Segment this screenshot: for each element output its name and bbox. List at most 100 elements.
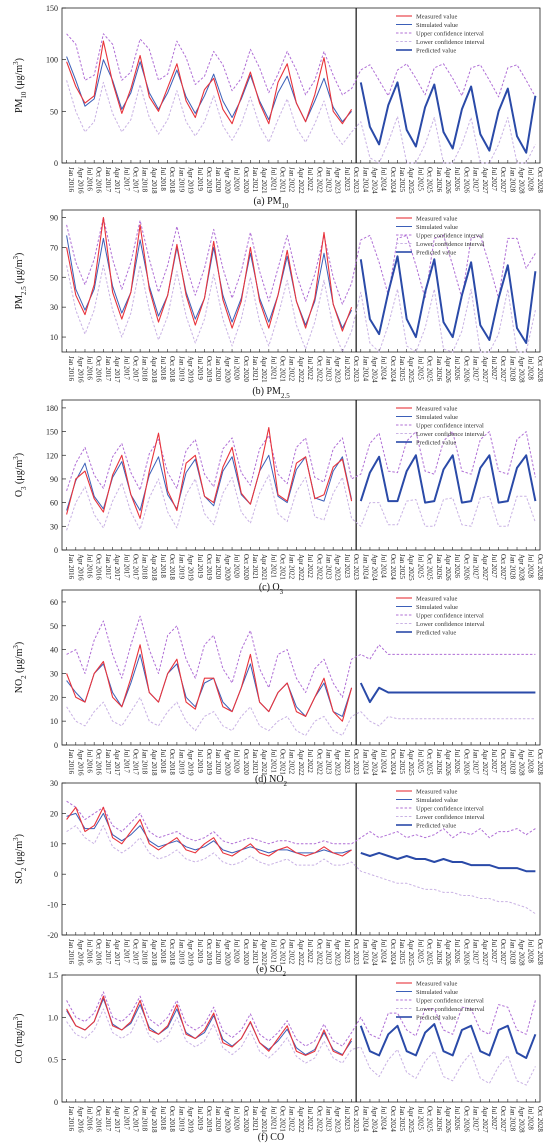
series-line-upper-confidence-interval xyxy=(66,615,536,698)
x-tick-label: Jul 2024 xyxy=(380,167,388,191)
x-tick-label: Jul 2026 xyxy=(453,749,461,773)
y-axis-label-close: ) xyxy=(14,642,25,645)
x-tick-label: Jul 2024 xyxy=(380,554,388,578)
series-line-measured-value xyxy=(66,216,353,332)
x-tick-label: Oct 2027 xyxy=(499,356,507,382)
x-tick-label: Oct 2028 xyxy=(536,1106,544,1132)
x-tick-label: Jan 2016 xyxy=(67,167,75,193)
y-tick-label: 50 xyxy=(50,107,58,116)
x-tick-label: Jan 2016 xyxy=(67,1106,75,1132)
series-line-simulated-value xyxy=(66,454,353,511)
x-tick-label: Apr 2021 xyxy=(260,1106,268,1133)
series-line-measured-value xyxy=(66,427,353,519)
x-tick-label: Apr 2028 xyxy=(518,554,526,581)
chart-panel-c: 0 30 60 90 120 150 180 Jan 2016 Apr 2016 Jul 2016… xyxy=(12,399,544,596)
x-tick-label: Jul 2027 xyxy=(490,1106,498,1130)
x-tick-label: Jan 2028 xyxy=(508,1106,516,1132)
x-tick-label: Apr 2019 xyxy=(187,356,195,383)
x-tick-label: Apr 2018 xyxy=(150,749,158,776)
y-axis-label-main: PM xyxy=(14,98,25,113)
x-tick-label: Jan 2026 xyxy=(435,939,443,965)
x-tick-label: Oct 2017 xyxy=(131,356,139,382)
x-tick-label: Jul 2027 xyxy=(490,554,498,578)
x-tick-label: Jan 2024 xyxy=(361,167,369,193)
caption-text: (a) PM xyxy=(253,196,281,207)
y-axis-label-sub: 2 xyxy=(20,675,28,679)
x-tick-label: Apr 2027 xyxy=(481,356,489,383)
series-line-predicted-value xyxy=(360,851,536,873)
x-tick-label: Jan 2019 xyxy=(177,356,185,382)
x-tick-label: Apr 2023 xyxy=(334,939,342,966)
x-tick-label: Oct 2028 xyxy=(536,939,544,965)
x-tick-label: Jul 2019 xyxy=(196,554,204,578)
legend-label: Upper confidence interval xyxy=(416,233,484,240)
panel-caption: (b) PM2.5 xyxy=(252,386,290,400)
legend-label: Predicted value xyxy=(416,823,456,830)
legend-label: Predicted value xyxy=(416,48,456,55)
x-tick-label: Jan 2024 xyxy=(361,554,369,580)
legend-label: Measured value xyxy=(416,596,457,603)
y-axis-label-sub: 2.5 xyxy=(20,286,28,295)
x-tick-label: Jul 2022 xyxy=(306,554,314,578)
x-tick-label: Oct 2026 xyxy=(462,749,470,775)
caption-subscript: 2.5 xyxy=(281,392,290,400)
series-line-predicted-value xyxy=(359,1023,537,1059)
x-tick-label: Jan 2018 xyxy=(141,939,149,965)
legend-label: Predicted value xyxy=(416,250,456,257)
x-tick-label: Jan 2022 xyxy=(288,356,296,382)
series-line-measured-value xyxy=(66,995,353,1056)
y-tick-label: 0 xyxy=(54,1098,58,1107)
y-axis-label-unit: (μg/m xyxy=(14,259,25,286)
x-tick-label: Oct 2020 xyxy=(242,167,250,193)
x-tick-label: Apr 2019 xyxy=(187,749,195,776)
x-tick-label: Jan 2026 xyxy=(435,167,443,193)
x-tick-label: Apr 2024 xyxy=(370,1106,378,1133)
legend-label: Predicted value xyxy=(416,1015,456,1022)
x-tick-label: Apr 2024 xyxy=(370,939,378,966)
x-tick-label: Jul 2019 xyxy=(196,356,204,380)
x-tick-label: Oct 2017 xyxy=(131,939,139,965)
legend-label: Measured value xyxy=(416,216,457,223)
x-tick-label: Jul 2018 xyxy=(159,167,167,191)
x-tick-label: Oct 2016 xyxy=(95,1106,103,1132)
x-tick-label: Apr 2017 xyxy=(113,749,121,776)
x-tick-label: Oct 2019 xyxy=(205,356,213,382)
x-tick-label: Apr 2027 xyxy=(481,167,489,194)
x-tick-label: Oct 2018 xyxy=(168,356,176,382)
x-tick-label: Oct 2023 xyxy=(352,554,360,580)
x-tick-label: Oct 2019 xyxy=(205,1106,213,1132)
x-tick-label: Oct 2025 xyxy=(426,939,434,965)
x-tick-label: Apr 2024 xyxy=(370,749,378,776)
x-tick-label: Apr 2028 xyxy=(518,939,526,966)
plot-frame xyxy=(61,974,541,1103)
x-tick-label: Jul 2020 xyxy=(233,554,241,578)
x-tick-label: Apr 2020 xyxy=(223,939,231,966)
x-tick-label: Apr 2028 xyxy=(518,167,526,194)
y-axis-label-main: O xyxy=(14,490,25,497)
panel-caption: (e) SO2 xyxy=(256,964,286,978)
x-tick-label: Apr 2028 xyxy=(518,1106,526,1133)
x-tick-label: Jan 2021 xyxy=(251,1106,259,1132)
x-tick-label: Apr 2016 xyxy=(76,167,84,194)
caption-text: (b) PM xyxy=(252,386,281,397)
x-tick-label: Oct 2026 xyxy=(462,939,470,965)
x-tick-label: Jul 2023 xyxy=(343,1106,351,1130)
x-tick-label: Apr 2024 xyxy=(370,554,378,581)
x-tick-label: Oct 2028 xyxy=(536,356,544,382)
x-tick-label: Oct 2027 xyxy=(499,749,507,775)
x-tick-label: Apr 2016 xyxy=(76,356,84,383)
x-tick-label: Jul 2026 xyxy=(453,167,461,191)
legend-label: Lower confidence interval xyxy=(416,431,485,438)
x-tick-label: Oct 2017 xyxy=(131,749,139,775)
x-tick-label: Jul 2021 xyxy=(269,939,277,963)
y-axis-label-main: SO xyxy=(14,871,25,884)
caption-text: (e) SO xyxy=(256,964,282,975)
legend-label: Measured value xyxy=(416,981,457,988)
legend-label: Measured value xyxy=(416,406,457,413)
x-tick-label: Jul 2025 xyxy=(416,749,424,773)
x-tick-label: Jan 2019 xyxy=(177,554,185,580)
x-tick-label: Oct 2016 xyxy=(95,554,103,580)
